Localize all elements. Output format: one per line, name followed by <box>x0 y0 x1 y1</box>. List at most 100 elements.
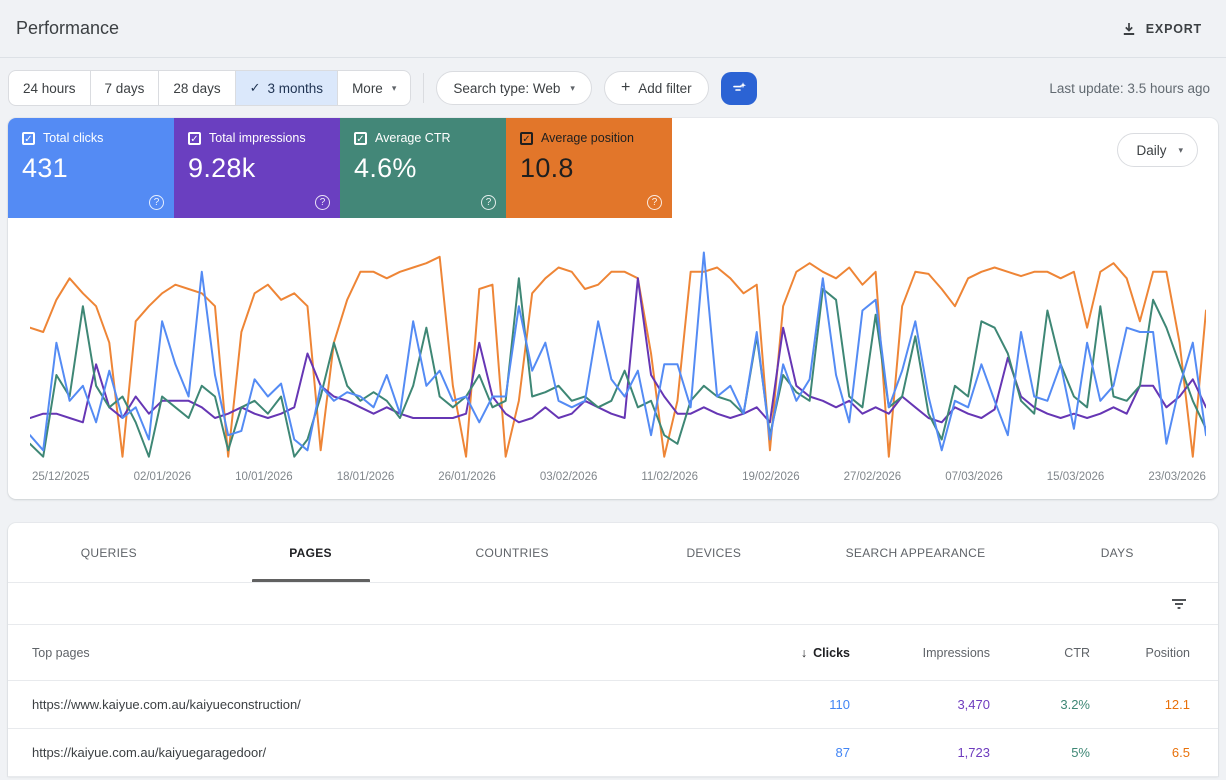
table-toolbar <box>8 583 1218 625</box>
x-tick-label: 02/01/2026 <box>133 471 192 483</box>
column-position[interactable]: Position <box>1145 645 1190 660</box>
metric-label: Average position <box>541 131 634 145</box>
tab-countries[interactable]: COUNTRIES <box>475 545 549 560</box>
checkbox-checked-icon[interactable]: ✓ <box>520 131 533 145</box>
x-tick-label: 26/01/2026 <box>438 471 496 483</box>
download-icon <box>1121 21 1137 37</box>
page-url[interactable]: https://www.kaiyue.com.au/kaiyueconstruc… <box>32 697 301 712</box>
filter-list-icon <box>1172 598 1186 609</box>
column-ctr[interactable]: CTR <box>1064 645 1090 660</box>
clicks-value: 110 <box>829 697 850 712</box>
x-tick-label: 10/01/2026 <box>235 471 293 483</box>
help-icon[interactable]: ? <box>647 195 662 210</box>
date-range-label: More <box>352 80 383 96</box>
chevron-down-icon: ▾ <box>391 82 397 93</box>
position-value: 12.1 <box>1164 697 1190 712</box>
date-range-more[interactable]: More ▾ <box>337 71 410 105</box>
x-tick-label: 11/02/2026 <box>641 471 699 483</box>
metric-value: 10.8 <box>520 153 574 183</box>
x-tick-label: 27/02/2026 <box>843 471 902 483</box>
metric-card-total-impressions[interactable]: ✓ Total impressions 9.28k? <box>174 118 340 218</box>
checkbox-checked-icon[interactable]: ✓ <box>354 131 367 145</box>
x-tick-label: 19/02/2026 <box>742 471 800 483</box>
performance-line-chart[interactable] <box>30 246 1206 461</box>
tab-search-appearance[interactable]: SEARCH APPEARANCE <box>845 545 986 560</box>
table-row[interactable]: https://kaiyue.com.au/kaiyuegaragedoor/8… <box>8 729 1218 777</box>
add-filter-label: Add filter <box>638 80 692 96</box>
metric-label: Total impressions <box>209 131 306 145</box>
help-icon[interactable]: ? <box>315 195 330 210</box>
impressions-value: 1,723 <box>957 745 990 760</box>
clicks-value: 87 <box>835 745 850 760</box>
metric-value: 9.28k <box>188 153 256 183</box>
metric-cards: ✓ Total clicks 431? ✓ Total impressions 9.28k… <box>8 118 1218 218</box>
help-icon[interactable]: ? <box>481 195 496 210</box>
ctr-value: 3.2% <box>1060 697 1090 712</box>
date-range-group: 24 hours 7 days 28 days ✓ 3 months More ▾ <box>8 70 412 106</box>
toolbar-divider <box>423 73 425 103</box>
ctr-value: 5% <box>1071 745 1090 760</box>
add-filter-button[interactable]: + Add filter <box>603 71 709 105</box>
chevron-down-icon: ▾ <box>1178 144 1183 155</box>
column-top-pages[interactable]: Top pages <box>32 645 90 660</box>
granularity-label: Daily <box>1136 142 1167 158</box>
metric-value: 4.6% <box>354 153 417 183</box>
export-label: EXPORT <box>1145 21 1202 36</box>
table-filter-button[interactable] <box>1166 591 1192 617</box>
chart-series-impressions <box>30 277 1206 424</box>
date-range-label: 3 months <box>267 80 324 96</box>
date-range-7-days[interactable]: 7 days <box>89 71 159 105</box>
metric-value: 431 <box>22 153 68 183</box>
page-url[interactable]: https://kaiyue.com.au/kaiyuegaragedoor/ <box>32 745 267 760</box>
search-type-button[interactable]: Search type: Web ▾ <box>436 71 592 105</box>
checkbox-checked-icon[interactable]: ✓ <box>22 131 35 145</box>
page-header: Performance EXPORT <box>0 0 1226 58</box>
date-range-label: 24 hours <box>23 80 76 96</box>
export-button[interactable]: EXPORT <box>1113 15 1210 43</box>
sort-descending-icon: ↓ <box>800 645 808 660</box>
page-title: Performance <box>16 18 120 38</box>
dimensions-panel: QUERIES PAGES COUNTRIES DEVICES SEARCH APPEA… <box>8 523 1218 777</box>
date-range-24-hours[interactable]: 24 hours <box>9 71 90 105</box>
metric-label: Average CTR <box>375 131 451 145</box>
x-tick-label: 18/01/2026 <box>336 471 395 483</box>
chevron-down-icon: ▾ <box>570 82 575 93</box>
ai-filter-button[interactable] <box>720 71 757 105</box>
x-tick-label: 07/03/2026 <box>945 471 1003 483</box>
column-clicks[interactable]: ↓ Clicks <box>800 645 850 660</box>
position-value: 6.5 <box>1171 745 1190 760</box>
date-range-label: 28 days <box>173 80 221 96</box>
table-body: https://www.kaiyue.com.au/kaiyueconstruc… <box>8 681 1218 777</box>
date-range-3-months[interactable]: ✓ 3 months <box>234 71 338 105</box>
filter-sparkle-icon <box>731 80 747 96</box>
table-row[interactable]: https://www.kaiyue.com.au/kaiyueconstruc… <box>8 681 1218 729</box>
search-type-label: Search type: Web <box>453 80 561 96</box>
metric-card-average-ctr[interactable]: ✓ Average CTR 4.6%? <box>340 118 506 218</box>
metric-card-average-position[interactable]: ✓ Average position 10.8? <box>506 118 672 218</box>
chart-series-position <box>30 255 1206 458</box>
chart-panel: ✓ Total clicks 431? ✓ Total impressions 9.28k… <box>8 118 1218 499</box>
tab-queries[interactable]: QUERIES <box>80 545 137 560</box>
tab-devices[interactable]: DEVICES <box>686 545 742 560</box>
help-icon[interactable]: ? <box>149 195 164 210</box>
table-header-row: Top pages ↓ Clicks Impressions CTR Positi… <box>8 625 1218 681</box>
filter-toolbar: 24 hours 7 days 28 days ✓ 3 months More ▾ Sear… <box>0 58 1226 118</box>
tab-pages[interactable]: PAGES <box>210 523 412 582</box>
granularity-dropdown[interactable]: Daily ▾ <box>1117 133 1198 167</box>
chart-x-axis-labels: 25/12/2025 02/01/2026 10/01/2026 18/01/2026… <box>8 471 1218 483</box>
last-update-text: Last update: 3.5 hours ago <box>1049 80 1210 96</box>
x-tick-label: 23/03/2026 <box>1148 471 1206 483</box>
plus-icon: + <box>620 79 631 96</box>
chart-series-ctr <box>30 277 1206 458</box>
checkbox-checked-icon[interactable]: ✓ <box>188 131 201 145</box>
check-icon: ✓ <box>249 80 261 95</box>
x-tick-label: 03/02/2026 <box>539 471 598 483</box>
tab-days[interactable]: DAYS <box>1100 545 1134 560</box>
dimension-tabs: QUERIES PAGES COUNTRIES DEVICES SEARCH APPEA… <box>8 523 1218 583</box>
date-range-28-days[interactable]: 28 days <box>158 71 234 105</box>
x-tick-label: 15/03/2026 <box>1046 471 1105 483</box>
column-impressions[interactable]: Impressions <box>922 645 990 660</box>
metric-card-total-clicks[interactable]: ✓ Total clicks 431? <box>8 118 174 218</box>
date-range-label: 7 days <box>104 80 145 96</box>
